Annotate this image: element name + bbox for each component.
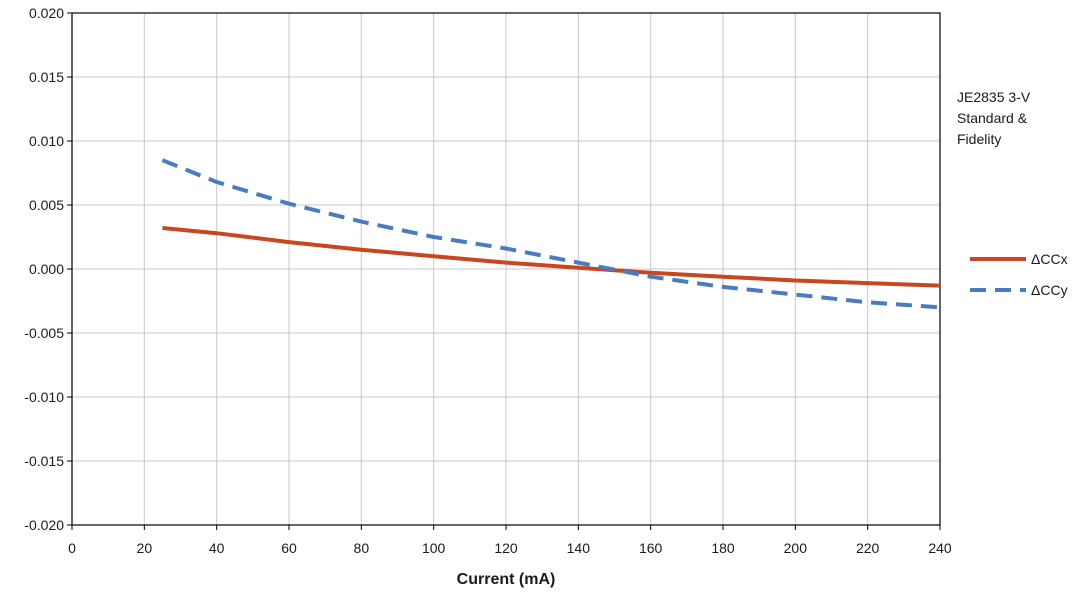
x-tick-label: 140	[567, 540, 591, 556]
x-axis-label: Current (mA)	[457, 571, 556, 588]
x-tick-label: 200	[784, 540, 808, 556]
y-tick-label: -0.020	[24, 517, 64, 533]
y-tick-label: 0.005	[29, 197, 64, 213]
x-tick-label: 180	[711, 540, 735, 556]
grid	[72, 13, 940, 525]
y-tick-label: -0.010	[24, 389, 64, 405]
x-tick-label: 120	[494, 540, 518, 556]
legend: ΔCCx ΔCCy	[970, 251, 1068, 298]
x-tick-label: 60	[281, 540, 297, 556]
legend-label: ΔCCy	[1031, 282, 1068, 298]
x-tick-label: 220	[856, 540, 880, 556]
x-tick-label: 100	[422, 540, 446, 556]
x-tick-label: 160	[639, 540, 663, 556]
y-axis-ticks: 0.020 0.015 0.010 0.005 0.000 -0.005 -0.010 -0.…	[24, 5, 72, 533]
x-axis-ticks: 0 20 40 60 80 100 120 140 160 180 200 220 240	[68, 525, 952, 556]
series-layer	[161, 158, 941, 310]
x-tick-label: 20	[137, 540, 153, 556]
chart-annotation: JE2835 3-V Standard & Fidelity	[957, 89, 1031, 147]
annotation-line-2: Standard &	[957, 110, 1028, 126]
y-tick-label: 0.015	[29, 69, 64, 85]
x-tick-label: 240	[928, 540, 952, 556]
annotation-line-1: JE2835 3-V	[957, 89, 1031, 105]
x-tick-label: 40	[209, 540, 225, 556]
y-tick-label: -0.015	[24, 453, 64, 469]
series-line-dccy	[161, 158, 941, 310]
y-tick-label: 0.000	[29, 261, 64, 277]
annotation-line-3: Fidelity	[957, 131, 1001, 147]
x-tick-label: 80	[354, 540, 370, 556]
legend-label: ΔCCx	[1031, 251, 1068, 267]
x-tick-label: 0	[68, 540, 76, 556]
y-tick-label: 0.010	[29, 133, 64, 149]
y-tick-label: 0.020	[29, 5, 64, 21]
y-tick-label: -0.005	[24, 325, 64, 341]
series-line-dccx	[162, 226, 941, 288]
